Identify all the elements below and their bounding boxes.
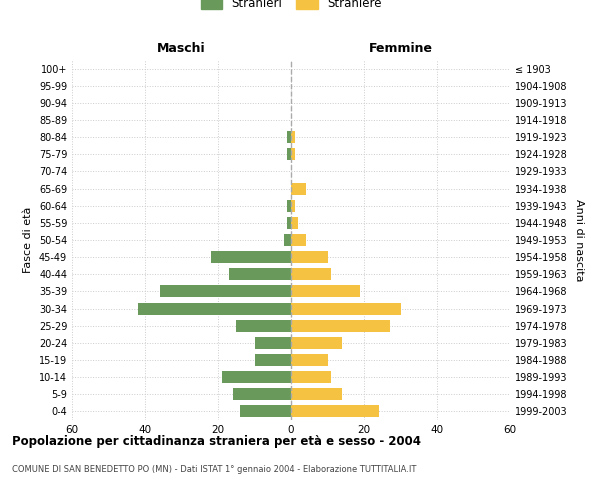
Bar (138, 302, 291, 314)
Y-axis label: Fasce di età: Fasce di età (23, 207, 33, 273)
Text: Popolazione per cittadinanza straniera per età e sesso - 2004: Popolazione per cittadinanza straniera p… (12, 435, 421, 448)
Bar (291, 302, 401, 314)
Bar (291, 200, 295, 211)
Bar (291, 131, 295, 143)
Bar (160, 286, 291, 298)
Bar (291, 251, 328, 263)
Bar (221, 371, 291, 383)
Bar (291, 354, 328, 366)
Bar (291, 371, 331, 383)
Bar (236, 320, 291, 332)
Text: COMUNE DI SAN BENEDETTO PO (MN) - Dati ISTAT 1° gennaio 2004 - Elaborazione TUTT: COMUNE DI SAN BENEDETTO PO (MN) - Dati I… (12, 465, 416, 474)
Bar (211, 251, 291, 263)
Bar (291, 388, 342, 400)
Bar (240, 406, 291, 417)
Bar (291, 217, 298, 229)
Bar (291, 286, 361, 298)
Bar (291, 406, 379, 417)
Bar (291, 320, 389, 332)
Bar (233, 388, 291, 400)
Bar (287, 217, 291, 229)
Text: Femmine: Femmine (368, 42, 433, 55)
Bar (291, 234, 305, 246)
Y-axis label: Anni di nascita: Anni di nascita (574, 198, 584, 281)
Text: Maschi: Maschi (157, 42, 206, 55)
Bar (287, 148, 291, 160)
Bar (291, 148, 295, 160)
Bar (284, 234, 291, 246)
Bar (287, 200, 291, 211)
Bar (229, 268, 291, 280)
Bar (254, 354, 291, 366)
Legend: Stranieri, Straniere: Stranieri, Straniere (197, 0, 385, 14)
Bar (291, 268, 331, 280)
Bar (291, 337, 342, 349)
Bar (287, 131, 291, 143)
Bar (254, 337, 291, 349)
Bar (291, 182, 305, 194)
